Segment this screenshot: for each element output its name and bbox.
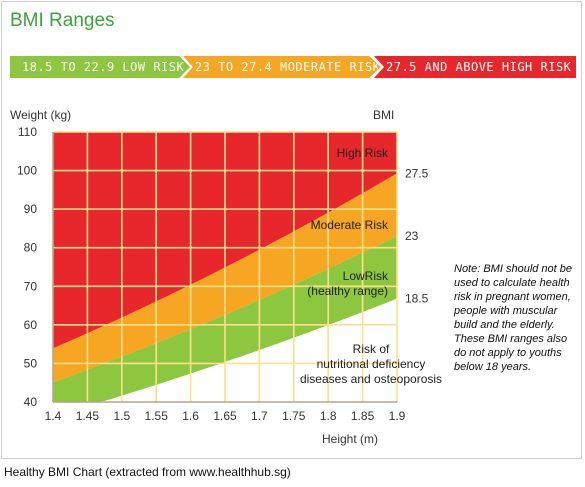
x-tick-label: 1.55 bbox=[145, 409, 169, 423]
region-label-underweight-line: nutritional deficiency bbox=[317, 357, 426, 371]
region-label-underweight-line: Risk of bbox=[353, 342, 390, 356]
note-text: Note: BMI should not be used to calculat… bbox=[454, 263, 573, 373]
region-label-low-risk: LowRisk (healthy range) bbox=[307, 269, 389, 298]
x-tick-label: 1.75 bbox=[282, 409, 306, 423]
y-tick-label: 80 bbox=[24, 241, 38, 255]
x-tick-label: 1.4 bbox=[45, 409, 62, 423]
region-label-high-risk: High Risk bbox=[337, 146, 389, 160]
x-tick-label: 1.7 bbox=[251, 409, 268, 423]
region-label-moderate-risk-line: Moderate Risk bbox=[311, 218, 389, 232]
x-tick-label: 1.5 bbox=[113, 409, 130, 423]
x-tick-label: 1.8 bbox=[320, 409, 337, 423]
band-high-risk: 27.5 AND ABOVE HIGH RISK bbox=[374, 56, 576, 78]
y-tick-label: 90 bbox=[24, 202, 38, 216]
bmi-tick-label: 27.5 bbox=[405, 166, 429, 180]
bmi-tick-label: 23 bbox=[405, 229, 419, 243]
band-high-risk-label: 27.5 AND ABOVE HIGH RISK bbox=[386, 60, 572, 74]
bmi-axis-label: BMI bbox=[373, 108, 395, 122]
y-tick-label: 110 bbox=[18, 125, 37, 139]
bmi-tick-label: 18.5 bbox=[405, 292, 429, 306]
page-title: BMI Ranges bbox=[10, 10, 115, 31]
band-moderate-risk-label: 23 TO 27.4 MODERATE RISK bbox=[195, 60, 381, 74]
x-tick-label: 1.9 bbox=[389, 409, 406, 423]
y-tick-label: 70 bbox=[24, 279, 38, 293]
x-axis-label: Height (m) bbox=[322, 432, 379, 446]
y-tick-label: 60 bbox=[24, 318, 38, 332]
x-tick-label: 1.85 bbox=[351, 409, 375, 423]
band-moderate-risk: 23 TO 27.4 MODERATE RISK bbox=[183, 56, 381, 78]
y-tick-label: 100 bbox=[17, 164, 37, 178]
region-label-low-risk-line: (healthy range) bbox=[307, 284, 388, 298]
region-underweight bbox=[53, 298, 397, 402]
band-low-risk-label: 18.5 TO 22.9 LOW RISK bbox=[22, 60, 185, 74]
y-axis-label: Weight (kg) bbox=[10, 108, 72, 122]
region-label-underweight: Risk of nutritional deficiency diseases an… bbox=[300, 342, 442, 386]
band-low-risk: 18.5 TO 22.9 LOW RISK bbox=[10, 56, 190, 78]
x-tick-label: 1.45 bbox=[76, 409, 100, 423]
x-tick-label: 1.65 bbox=[213, 409, 237, 423]
figure-caption: Healthy BMI Chart (extracted from www.he… bbox=[4, 465, 291, 479]
x-tick-label: 1.6 bbox=[182, 409, 199, 423]
region-label-low-risk-line: LowRisk bbox=[343, 269, 389, 283]
y-tick-label: 40 bbox=[24, 395, 38, 409]
y-tick-label: 50 bbox=[24, 356, 38, 370]
region-label-underweight-line: diseases and osteoporosis bbox=[300, 372, 442, 386]
region-label-high-risk-line: High Risk bbox=[337, 146, 389, 160]
region-label-moderate-risk: Moderate Risk bbox=[311, 218, 389, 232]
